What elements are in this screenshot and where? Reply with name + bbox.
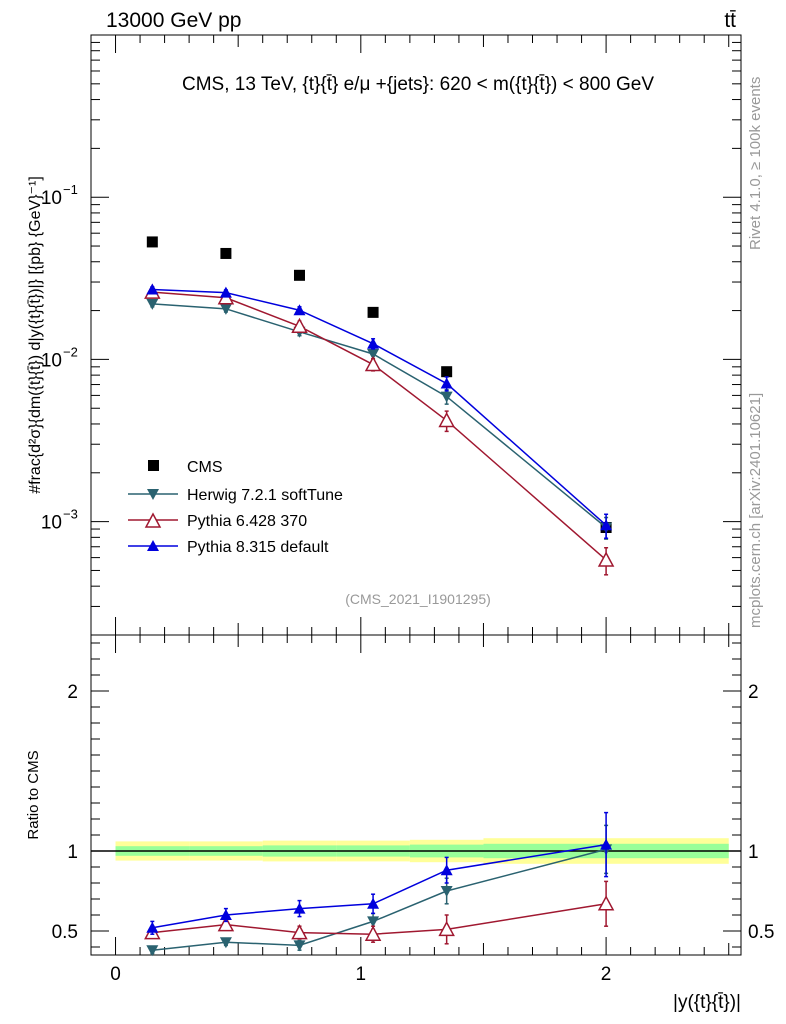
main-ylabel: #frac{d²σ}{dm({t}{t̄}) d|y({t}{t̄})|} [{… — [27, 176, 44, 494]
legend: CMS Herwig 7.2.1 softTune Pythia 6.428 3… — [128, 459, 343, 556]
watermark: (CMS_2021_I1901295) — [345, 591, 491, 607]
ratio-point — [367, 916, 380, 928]
data-point — [367, 306, 379, 318]
ratio-series-line — [152, 848, 607, 951]
ytick-base: 10 — [41, 513, 62, 534]
header-left: 13000 GeV pp — [106, 9, 241, 32]
ratio-point — [146, 945, 159, 957]
mcplots-label: mcplots.cern.ch [arXiv:2401.10621] — [747, 393, 764, 628]
data-point — [440, 377, 453, 389]
legend-pythia6-label: Pythia 6.428 370 — [187, 513, 307, 530]
data-point — [600, 519, 613, 531]
ratio-point — [440, 864, 453, 876]
series-line — [152, 291, 607, 561]
xtick-label-0: 0 — [110, 964, 121, 985]
header-right: tt̄ — [724, 9, 736, 32]
ytick-exp: −2 — [63, 344, 78, 359]
ratio-ytick-left-1: 1 — [67, 842, 78, 863]
ytick-label-main-1: 10 −2 — [41, 344, 78, 371]
data-point — [293, 304, 306, 316]
legend-herwig-marker — [147, 489, 159, 500]
legend-item-pythia6: Pythia 6.428 370 — [128, 512, 307, 530]
rivet-label: Rivet 4.1.0, ≥ 100k events — [747, 77, 764, 250]
ratio-series-pythia-8-315-default — [146, 811, 613, 935]
ratio-series-pythia-6-428-370 — [144, 880, 615, 945]
data-point — [367, 337, 380, 349]
main-series — [144, 236, 615, 576]
ratio-ticks — [91, 635, 741, 955]
data-point — [441, 366, 453, 378]
ratio-ytick-left-0: 0.5 — [52, 922, 78, 943]
ytick-exp: −3 — [63, 507, 78, 522]
ytick-label-main-2: 10 −3 — [41, 507, 78, 534]
legend-pythia8-label: Pythia 8.315 default — [187, 539, 329, 556]
legend-cms-marker — [148, 460, 159, 471]
data-point — [440, 391, 453, 403]
data-point — [291, 317, 308, 334]
main-panel: CMS, 13 TeV, {t}{t̄} e/μ +{jets}: 620 < … — [27, 34, 742, 636]
data-point — [219, 303, 232, 315]
ratio-point — [367, 897, 380, 909]
series-pythia-8-315-default — [146, 283, 613, 539]
data-point — [597, 551, 615, 567]
main-title: CMS, 13 TeV, {t}{t̄} e/μ +{jets}: 620 < … — [182, 74, 654, 95]
ratio-point — [438, 920, 455, 937]
xtick-label-1: 1 — [356, 964, 367, 985]
ratio-point — [217, 916, 235, 932]
ratio-point — [364, 925, 382, 941]
data-point — [146, 283, 159, 295]
ratio-ytick-right-2: 2 — [748, 682, 759, 703]
data-point — [146, 236, 158, 248]
ratio-point — [293, 902, 306, 914]
ratio-point — [219, 937, 232, 949]
legend-item-pythia8: Pythia 8.315 default — [128, 539, 329, 556]
ratio-series-line — [152, 843, 607, 929]
xlabel: |y({t}{t̄})| — [673, 992, 741, 1013]
ratio-point — [291, 924, 308, 940]
data-point — [219, 286, 232, 298]
data-point — [438, 411, 455, 428]
ratio-series — [144, 811, 615, 957]
series-line — [152, 303, 607, 529]
ratio-ytick-left-2: 2 — [67, 682, 78, 703]
legend-pythia8-marker — [147, 540, 159, 551]
legend-item-cms: CMS — [148, 459, 223, 476]
data-point — [367, 348, 380, 360]
ratio-ylabel: Ratio to CMS — [25, 750, 42, 839]
ratio-series-line — [152, 903, 607, 935]
data-point — [146, 298, 159, 310]
ytick-base: 10 — [41, 350, 62, 371]
ratio-point — [600, 838, 613, 850]
ytick-label-main-0: 10 −1 — [41, 182, 78, 209]
ratio-ytick-right-1: 1 — [748, 842, 759, 863]
series-line — [152, 288, 607, 526]
ratio-ytick-right-0: 0.5 — [748, 922, 774, 943]
ratio-point — [219, 909, 232, 920]
ratio-point — [146, 921, 159, 933]
data-point — [364, 355, 382, 372]
ytick-exp: −1 — [63, 182, 78, 197]
legend-pythia6-marker — [144, 512, 162, 528]
ratio-frame — [90, 634, 742, 956]
ratio-point — [597, 895, 615, 911]
data-point — [220, 247, 232, 259]
main-ticks — [91, 34, 741, 636]
ytick-base: 10 — [41, 188, 62, 209]
legend-item-herwig: Herwig 7.2.1 softTune — [128, 487, 343, 504]
ratio-point — [293, 940, 306, 952]
ratio-point — [440, 886, 453, 897]
ratio-panel: 0.5 1 2 0.5 1 2 0 1 2 Ratio to CMS |y({t… — [25, 634, 774, 1013]
legend-herwig-label: Herwig 7.2.1 softTune — [187, 487, 343, 504]
xtick-label-2: 2 — [601, 964, 612, 985]
series-pythia-6-428-370 — [144, 283, 615, 576]
legend-cms-label: CMS — [187, 459, 223, 476]
data-point — [293, 269, 305, 281]
